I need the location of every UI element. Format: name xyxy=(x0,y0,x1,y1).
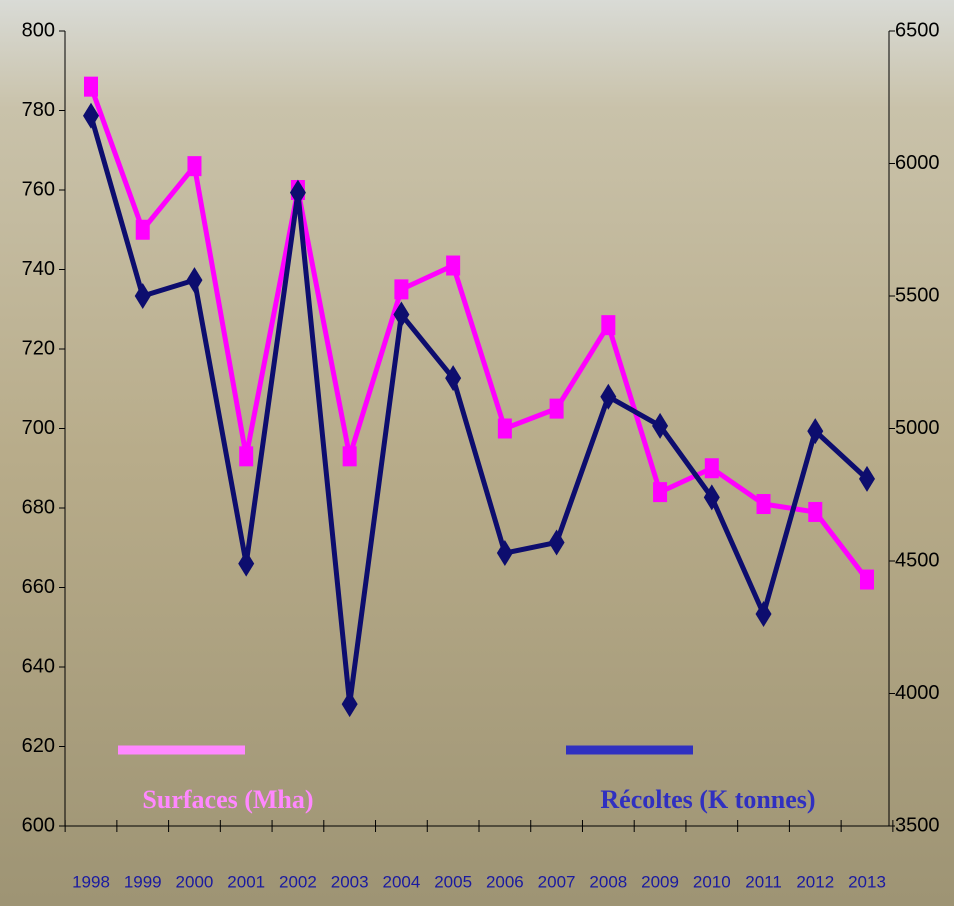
y-tick-label: 680 xyxy=(22,496,55,518)
point-marker xyxy=(497,418,512,439)
x-tick-label: 2000 xyxy=(176,872,214,891)
y-tick-label: 720 xyxy=(22,337,55,359)
y2-tick-label: 5000 xyxy=(895,417,940,439)
point-marker xyxy=(83,102,99,129)
series-line xyxy=(88,85,869,582)
y-tick-label: 640 xyxy=(22,655,55,677)
y-tick-label: 700 xyxy=(22,417,55,439)
x-tick-label: 2006 xyxy=(486,872,524,891)
point-marker xyxy=(808,501,823,522)
point-marker xyxy=(496,540,513,567)
point-marker xyxy=(239,446,254,467)
point-marker xyxy=(394,279,409,300)
point-marker xyxy=(600,383,617,410)
point-marker xyxy=(704,458,719,479)
x-tick-label: 2005 xyxy=(434,872,472,891)
x-tick-label: 2001 xyxy=(227,872,265,891)
point-marker xyxy=(703,484,720,511)
point-marker xyxy=(445,365,462,392)
x-tick-label: 2009 xyxy=(641,872,679,891)
point-marker xyxy=(342,446,357,467)
point-marker xyxy=(652,412,669,439)
x-tick-label: 2007 xyxy=(538,872,576,891)
y-tick-label: 660 xyxy=(22,576,55,598)
x-tick-label: 2011 xyxy=(745,872,782,891)
series-line xyxy=(88,115,869,707)
point-marker xyxy=(186,267,203,294)
point-marker xyxy=(134,283,151,309)
y-tick-label: 740 xyxy=(22,258,55,280)
x-tick-label: 2004 xyxy=(382,872,420,891)
x-tick-label: 2008 xyxy=(589,872,627,891)
y2-tick-label: 3500 xyxy=(895,814,940,836)
point-marker xyxy=(756,494,771,515)
y-tick-label: 760 xyxy=(22,178,55,200)
point-marker xyxy=(341,691,358,718)
point-marker xyxy=(601,315,616,336)
y-tick-label: 780 xyxy=(22,99,55,121)
point-marker xyxy=(393,301,410,328)
point-marker xyxy=(549,398,564,419)
y-tick-label: 800 xyxy=(22,19,55,41)
point-marker xyxy=(807,418,824,445)
x-tick-label: 2003 xyxy=(331,872,369,891)
x-tick-label: 2010 xyxy=(693,872,731,891)
point-marker xyxy=(859,465,875,492)
x-tick-label: 2012 xyxy=(796,872,834,891)
point-marker xyxy=(84,76,98,97)
point-marker xyxy=(135,219,150,240)
point-marker xyxy=(860,569,874,590)
point-marker xyxy=(548,529,565,556)
legend-label: Surfaces (Mha) xyxy=(142,785,313,814)
y2-tick-label: 4000 xyxy=(895,682,940,704)
point-marker xyxy=(653,482,668,503)
x-tick-label: 2002 xyxy=(279,872,317,891)
legend-label: Récoltes (K tonnes) xyxy=(600,785,815,814)
point-marker xyxy=(187,156,202,177)
x-tick-label: 2013 xyxy=(848,872,886,891)
x-tick-label: 1999 xyxy=(124,872,162,891)
point-marker xyxy=(289,179,306,206)
y2-tick-label: 6500 xyxy=(895,19,940,41)
x-tick-label: 1998 xyxy=(72,872,110,891)
point-marker xyxy=(238,550,255,577)
y2-tick-label: 6000 xyxy=(895,152,940,174)
y2-tick-label: 4500 xyxy=(895,549,940,571)
point-marker xyxy=(446,255,461,276)
y-tick-label: 600 xyxy=(22,814,55,836)
y-tick-label: 620 xyxy=(22,735,55,757)
y2-tick-label: 5500 xyxy=(895,284,940,306)
point-marker xyxy=(755,601,772,627)
